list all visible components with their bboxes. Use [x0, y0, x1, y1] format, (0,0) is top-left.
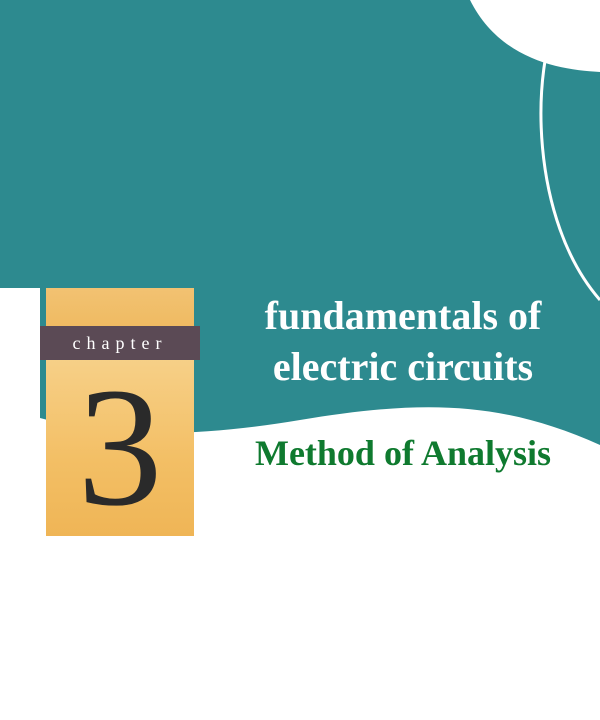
badge-body: 3 — [46, 346, 194, 536]
chapter-badge: 3 chapter — [40, 288, 200, 548]
chapter-label-text: chapter — [73, 333, 168, 354]
chapter-number: 3 — [78, 362, 163, 532]
book-title-line1: fundamentals of — [218, 290, 588, 341]
chapter-label-bar: chapter — [40, 326, 200, 360]
chapter-cover-page: 3 chapter fundamentals of electric circu… — [0, 0, 600, 720]
chapter-title: Method of Analysis — [218, 432, 588, 474]
book-title-line2: electric circuits — [218, 341, 588, 392]
book-title: fundamentals of electric circuits — [218, 290, 588, 392]
